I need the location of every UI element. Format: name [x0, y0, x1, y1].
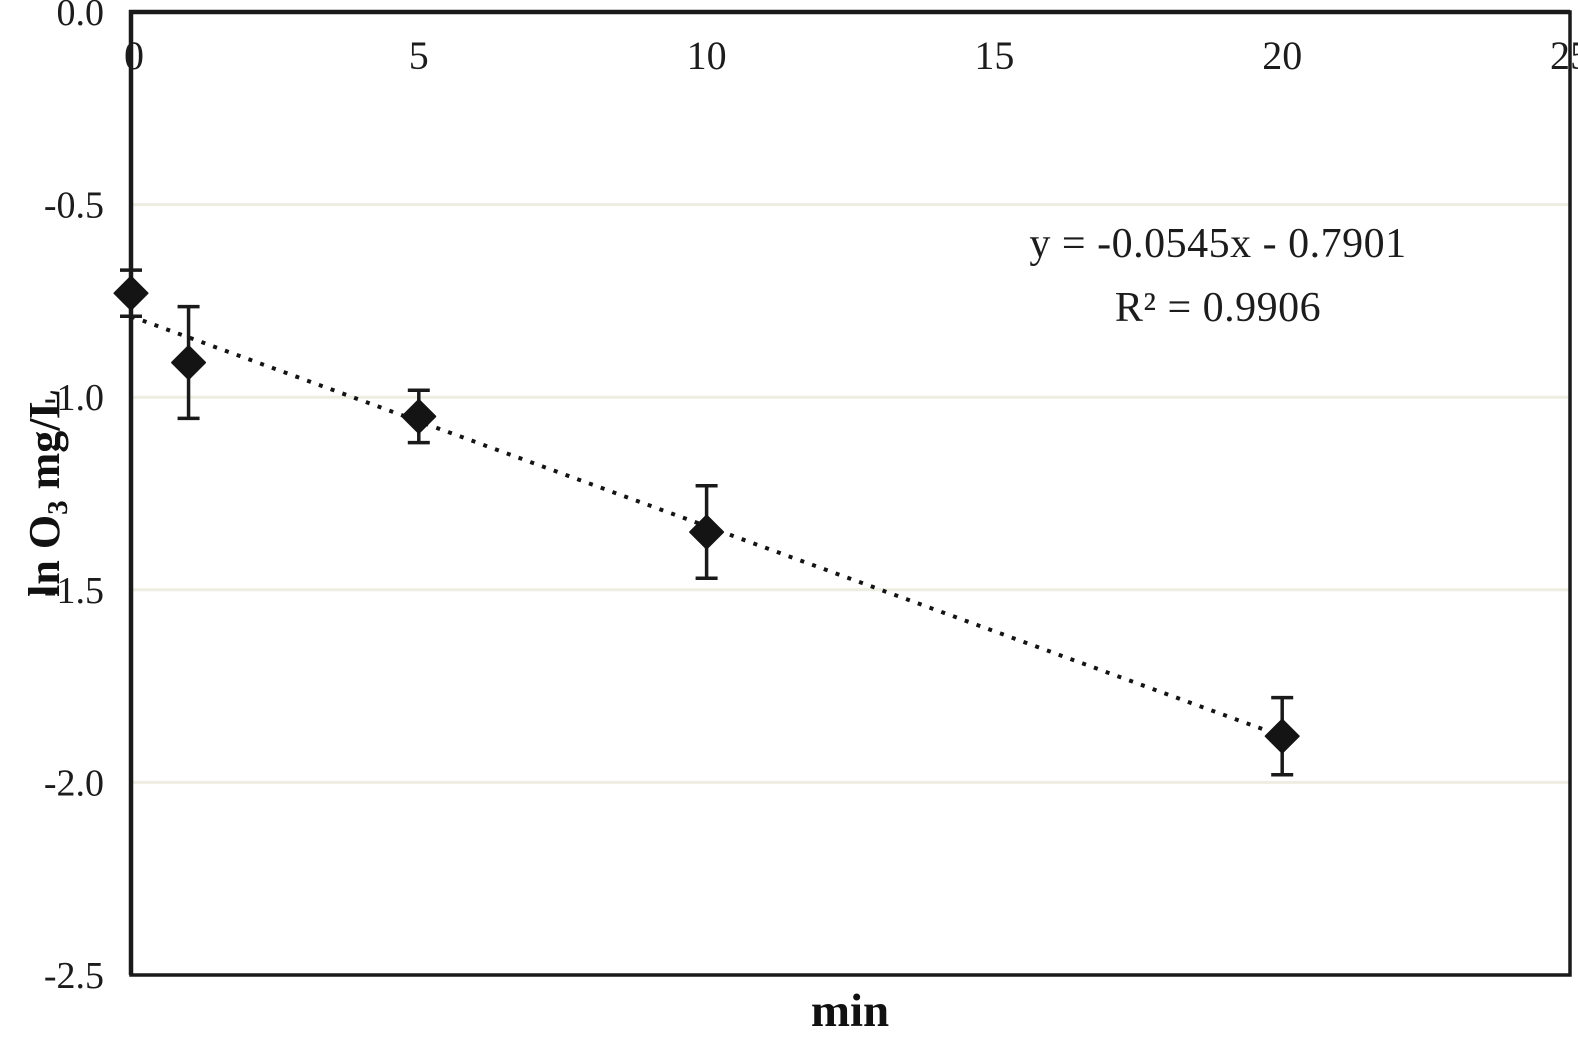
y-tick-label: -2.5: [44, 955, 104, 997]
y-title-pre: ln O: [20, 514, 69, 597]
y-tick-label: 0.0: [57, 0, 105, 34]
data-point-marker: [1264, 718, 1300, 754]
x-tick-label: 0: [124, 33, 144, 78]
x-tick-label: 25: [1550, 33, 1578, 78]
data-point-marker: [113, 275, 149, 311]
equation-line: y = -0.0545x - 0.7901: [1029, 221, 1407, 267]
x-tick-label: 15: [974, 33, 1014, 78]
y-tick-label: -1.0: [44, 377, 104, 419]
y-axis-title: ln O3 mg/L: [20, 315, 74, 671]
trendline-equation: y = -0.0545x - 0.7901 R² = 0.9906: [918, 212, 1518, 340]
y-tick-label: -2.0: [44, 762, 104, 804]
data-point-marker: [401, 398, 437, 434]
x-tick-label: 5: [409, 33, 429, 78]
y-title-subscript: 3: [42, 500, 75, 515]
data-point-marker: [689, 514, 725, 550]
y-tick-label: -0.5: [44, 185, 104, 227]
x-tick-label: 10: [687, 33, 727, 78]
data-point-marker: [171, 345, 207, 381]
y-title-post: mg/L: [20, 389, 69, 501]
r-squared-line: R² = 0.9906: [1114, 285, 1322, 331]
x-axis-title: min: [810, 985, 890, 1037]
x-tick-label: 20: [1262, 33, 1302, 78]
plot-border: [129, 10, 1572, 977]
y-tick-label: -1.5: [44, 570, 104, 612]
